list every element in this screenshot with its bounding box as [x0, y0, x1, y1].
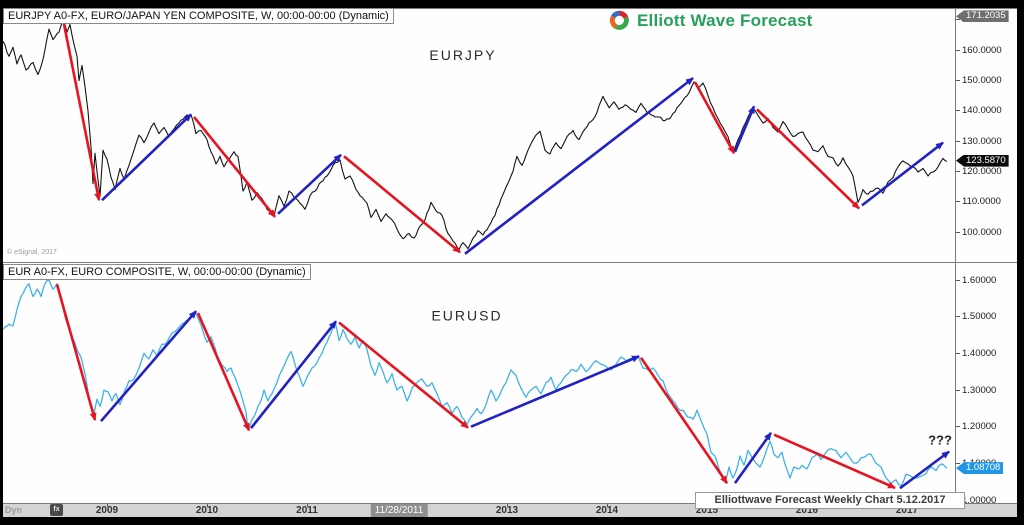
price-tick-mark — [956, 110, 960, 112]
year-label-2009: 2009 — [95, 505, 119, 516]
window-frame-right — [1017, 0, 1024, 525]
price-marker-123-5870: 123.5870 — [956, 154, 1009, 167]
price-tick-label: 1.30000 — [962, 384, 997, 396]
price-tick-label: 100.0000 — [962, 226, 1002, 238]
panel-divider — [3, 262, 1017, 263]
price-tick-mark — [956, 462, 960, 464]
price-tick-label: 1.00000 — [962, 494, 997, 506]
price-tick-mark — [956, 140, 960, 142]
year-tick-mark — [206, 504, 208, 507]
top-border — [3, 8, 1017, 9]
price-tick-mark — [956, 352, 960, 354]
price-tick-mark — [956, 201, 960, 203]
year-tick-mark — [106, 504, 108, 507]
brand-swirl-icon — [609, 10, 630, 31]
year-label-2015: 2015 — [695, 505, 719, 516]
eurusd-chart-panel[interactable] — [3, 263, 955, 503]
price-tick-label: 1.20000 — [962, 421, 997, 433]
dyn-status-label: Dyn — [5, 505, 23, 515]
year-tick-mark — [506, 504, 508, 507]
eurusd-title: EUR A0-FX, EURO COMPOSITE, W, 00:00-00:0… — [3, 264, 311, 280]
price-marker-1-08708: 1.08708 — [956, 462, 1004, 475]
price-tick-label: 110.0000 — [962, 196, 1001, 208]
price-tick-label: 160.0000 — [962, 44, 1002, 56]
price-tick-mark — [956, 389, 960, 391]
footer-caption: Elliottwave Forecast Weekly Chart 5.12.2… — [695, 492, 965, 509]
price-tick-label: 1.40000 — [962, 347, 997, 359]
year-tick-mark — [306, 504, 308, 507]
chart-mode-icon[interactable]: fx — [50, 504, 63, 516]
year-label-2010: 2010 — [195, 505, 219, 516]
price-tick-mark — [956, 19, 960, 21]
price-tick-mark — [956, 170, 960, 172]
price-tick-mark — [956, 426, 960, 428]
price-tick-label: 130.0000 — [962, 135, 1002, 147]
price-axis[interactable] — [955, 8, 1018, 503]
eurjpy-title: EURJPY A0-FX, EURO/JAPAN YEN COMPOSITE, … — [3, 8, 394, 24]
brand-logo: Elliott Wave Forecast — [608, 9, 813, 32]
year-label-2016: 2016 — [795, 505, 819, 516]
price-tick-label: 120.0000 — [962, 165, 1002, 177]
eurjpy-chart-panel[interactable] — [3, 8, 955, 262]
price-tick-label: 150.0000 — [962, 75, 1002, 87]
year-label-2017: 2017 — [895, 505, 919, 516]
price-marker-171-2035: 171.2035 — [956, 10, 1009, 23]
price-tick-label: 140.0000 — [962, 105, 1002, 117]
price-tick-mark — [956, 316, 960, 318]
year-tick-mark — [606, 504, 608, 507]
price-tick-mark — [956, 279, 960, 281]
year-label-2013: 2013 — [495, 505, 519, 516]
brand-name: Elliott Wave Forecast — [637, 10, 813, 30]
price-tick-mark — [956, 80, 960, 82]
price-tick-label: 1.60000 — [962, 274, 997, 286]
price-tick-mark — [956, 231, 960, 233]
year-label-2011: 2011 — [296, 505, 318, 516]
year-label-2014: 2014 — [595, 505, 619, 516]
window-frame-bottom — [0, 517, 1024, 525]
selected-date-label: 11/28/2011 — [370, 504, 428, 517]
esignal-watermark: © eSignal, 2017 — [7, 249, 57, 256]
price-tick-mark — [956, 49, 960, 51]
price-tick-label: 1.50000 — [962, 311, 997, 323]
